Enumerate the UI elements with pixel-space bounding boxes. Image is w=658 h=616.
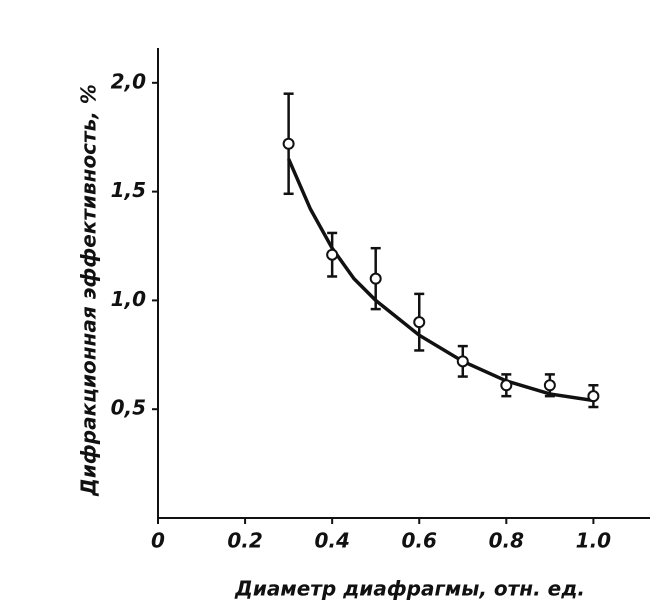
y-tick-label: 0,5: [111, 396, 146, 420]
x-tick-label: 0.4: [314, 529, 349, 553]
x-tick-label: 1.0: [576, 529, 612, 553]
data-point: [456, 355, 469, 368]
x-axis-label: Диаметр диафрагмы, отн. ед.: [234, 577, 585, 601]
y-tick-label: 2,0: [111, 69, 147, 93]
data-point: [543, 379, 556, 392]
data-point: [326, 248, 339, 261]
fit-curve: [287, 158, 594, 403]
x-tick-label: 0.2: [227, 529, 262, 553]
data-point: [369, 272, 382, 285]
data-point: [500, 379, 513, 392]
x-tick-label: 0.8: [489, 529, 525, 553]
data-point: [413, 316, 426, 329]
x-tick-label: 0: [151, 529, 165, 553]
data-point: [587, 390, 600, 403]
data-point: [282, 137, 295, 150]
y-axis-label: Дифракционная эффективность, %: [77, 84, 101, 497]
y-tick-label: 1,0: [111, 287, 147, 311]
y-tick-label: 1,5: [111, 178, 146, 202]
x-tick-label: 0.6: [402, 529, 438, 553]
